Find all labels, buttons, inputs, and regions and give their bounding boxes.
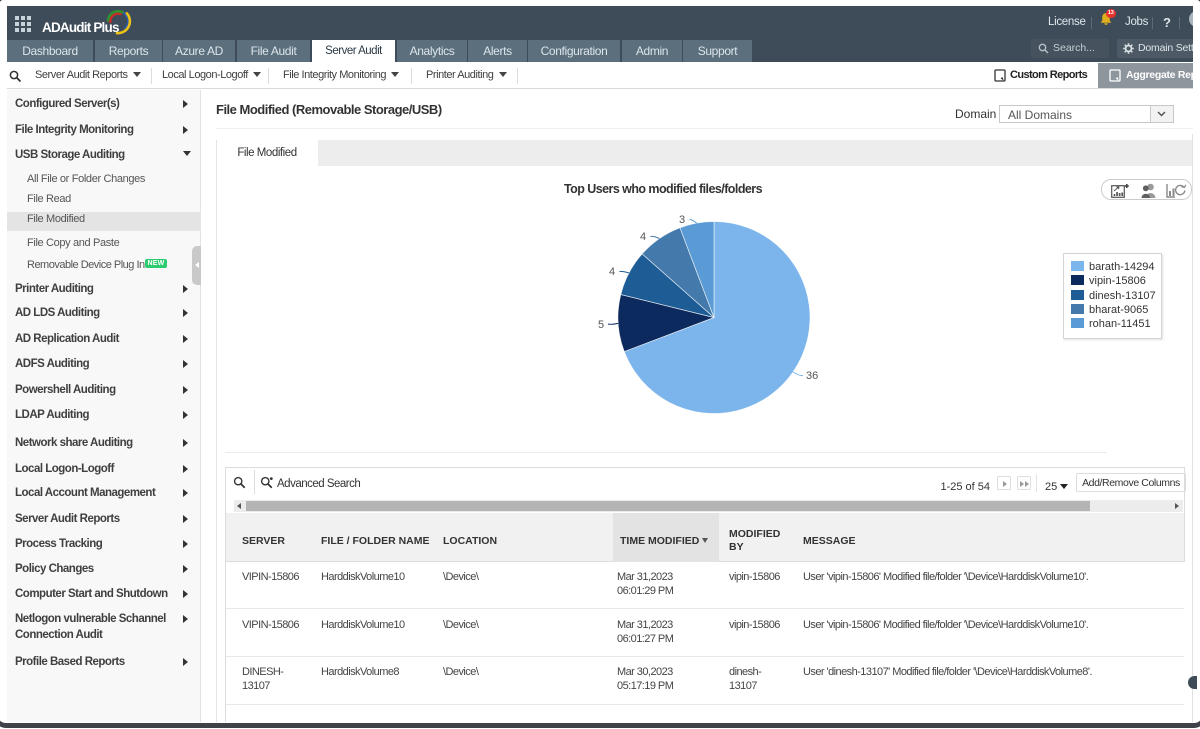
svg-text:3: 3 xyxy=(679,214,685,226)
svg-text:36: 36 xyxy=(806,370,818,382)
svg-text:4: 4 xyxy=(640,231,646,243)
svg-text:5: 5 xyxy=(598,319,604,331)
svg-text:4: 4 xyxy=(609,266,615,278)
